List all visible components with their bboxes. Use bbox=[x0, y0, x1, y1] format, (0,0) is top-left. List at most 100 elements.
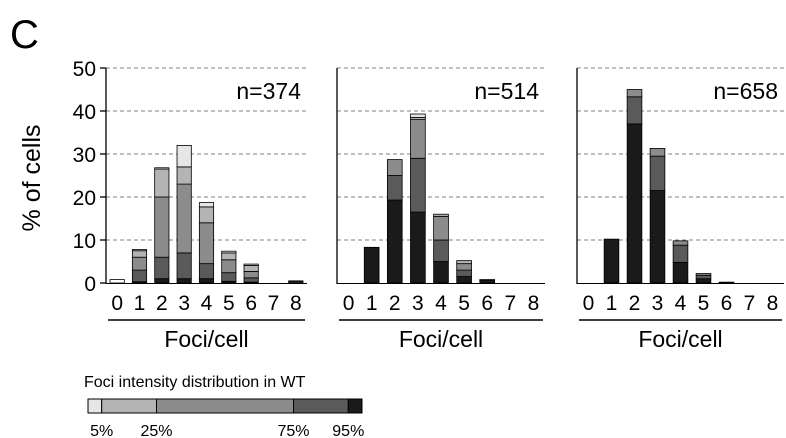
bar-segment-mid-2 bbox=[626, 89, 643, 98]
bar-segment-light-4 bbox=[433, 213, 449, 217]
legend-bar bbox=[87, 398, 363, 414]
bar-segment-black-3 bbox=[176, 278, 192, 284]
bar-segment-light-5 bbox=[456, 260, 472, 265]
x-tick-label-7: 7 bbox=[268, 292, 280, 315]
bar-segment-black-1 bbox=[603, 238, 620, 284]
bar-segment-lightest-1 bbox=[131, 249, 148, 252]
x-axis-label: Foci/cell bbox=[399, 326, 483, 352]
bar-segment-dark-2 bbox=[626, 96, 643, 125]
bar-segment-mid-3 bbox=[649, 148, 666, 157]
x-tick-label-8: 8 bbox=[290, 292, 302, 315]
bar-segment-lightest-4 bbox=[198, 202, 215, 208]
x-tick-label-3: 3 bbox=[412, 292, 424, 315]
bar-segment-black-3 bbox=[649, 190, 666, 284]
bar-segment-light-6 bbox=[243, 264, 259, 272]
legend-label-0: 5% bbox=[90, 423, 113, 438]
bar-segment-dark-4 bbox=[433, 239, 449, 262]
bar-segment-black-4 bbox=[198, 278, 215, 284]
x-tick-label-4: 4 bbox=[675, 292, 687, 315]
bar-segment-dark-2 bbox=[386, 175, 403, 201]
bar-segment-dark-6 bbox=[243, 277, 259, 283]
legend-swatch-light bbox=[101, 398, 157, 414]
x-tick-label-7: 7 bbox=[504, 292, 516, 315]
x-tick-label-6: 6 bbox=[245, 292, 257, 315]
bar-segment-dark-4 bbox=[672, 244, 689, 263]
bar-segment-black-2 bbox=[154, 278, 170, 284]
y-axis-label: % of cells bbox=[18, 125, 46, 232]
x-tick-label-3: 3 bbox=[178, 292, 190, 315]
x-tick-label-7: 7 bbox=[744, 292, 756, 315]
sample-size-annotation: n=514 bbox=[474, 78, 539, 104]
bar-segment-dark-1 bbox=[131, 269, 148, 283]
x-tick-label-4: 4 bbox=[201, 292, 213, 315]
bar-segment-lightest-8 bbox=[288, 280, 304, 283]
legend-label-2: 75% bbox=[277, 423, 309, 438]
bar-segment-dark-5 bbox=[221, 272, 237, 282]
x-tick-label-4: 4 bbox=[435, 292, 447, 315]
y-tick-label-20: 20 bbox=[73, 187, 96, 210]
legend-swatch-lightest bbox=[87, 398, 103, 414]
x-tick-label-1: 1 bbox=[134, 292, 146, 315]
x-axis-label: Foci/cell bbox=[638, 326, 722, 352]
bar-segment-dark-3 bbox=[649, 155, 666, 191]
bar-segment-mid-3 bbox=[410, 119, 426, 159]
bar-segment-lightest-3 bbox=[410, 113, 426, 118]
bar-segment-dark-4 bbox=[198, 263, 215, 280]
x-tick-label-1: 1 bbox=[366, 292, 378, 315]
x-tick-label-6: 6 bbox=[481, 292, 493, 315]
bar-segment-light-2 bbox=[154, 168, 170, 198]
sample-size-annotation: n=658 bbox=[713, 78, 778, 104]
y-tick-label-10: 10 bbox=[73, 230, 96, 253]
bar-segment-lightest-3 bbox=[176, 144, 192, 168]
bar-segment-black-2 bbox=[626, 123, 643, 284]
legend-labels: 5% 25% 75% 95% bbox=[90, 423, 364, 438]
bar-segment-mid-1 bbox=[131, 256, 148, 271]
y-tick-label-40: 40 bbox=[73, 101, 96, 124]
y-tick-label-0: 0 bbox=[84, 273, 96, 296]
bar-segment-black-1 bbox=[363, 246, 380, 284]
x-axis-label: Foci/cell bbox=[164, 326, 248, 352]
bar-segment-mid-5 bbox=[695, 273, 712, 276]
legend: Foci intensity distribution in WT 5% 25% 7… bbox=[84, 374, 364, 438]
bar-segment-light-4 bbox=[198, 206, 215, 224]
bar-segment-black-3 bbox=[410, 211, 426, 284]
bar-segment-dark-3 bbox=[176, 252, 192, 280]
bar-segment-mid-5 bbox=[456, 263, 472, 271]
chart-panel-3: 0 1 2 3 4 5 6 7 8 Foci/cell n=658 bbox=[576, 67, 784, 352]
bar-segment-black-2 bbox=[386, 199, 403, 284]
x-tick-label-3: 3 bbox=[652, 292, 664, 315]
x-tick-label-5: 5 bbox=[458, 292, 470, 315]
y-tick-label-30: 30 bbox=[73, 144, 96, 167]
x-tick-label-8: 8 bbox=[528, 292, 540, 315]
legend-label-1: 25% bbox=[140, 423, 172, 438]
bar-segment-mid-5 bbox=[221, 259, 237, 274]
panel-label: C bbox=[10, 13, 39, 57]
x-tick-label-0: 0 bbox=[111, 292, 123, 315]
x-tick-label-1: 1 bbox=[606, 292, 618, 315]
bar-segment-mid-6 bbox=[243, 270, 259, 279]
bar-segment-dark-5 bbox=[695, 274, 712, 280]
x-tick-label-0: 0 bbox=[583, 292, 595, 315]
bar-segment-dark-2 bbox=[154, 256, 170, 280]
bar-segment-lightest-2 bbox=[154, 167, 170, 170]
bar-segment-mid-6 bbox=[479, 279, 496, 281]
legend-label-3: 95% bbox=[332, 423, 364, 438]
x-tick-label-8: 8 bbox=[767, 292, 779, 315]
bar-segment-white-0 bbox=[109, 279, 125, 284]
bar-segment-mid-3 bbox=[176, 183, 192, 254]
bar-segment-black-6 bbox=[718, 281, 735, 284]
bar-segment-mid-4 bbox=[672, 240, 689, 246]
legend-swatch-dark bbox=[293, 398, 349, 414]
legend-swatch-mid bbox=[156, 398, 294, 414]
bar-segment-light-3 bbox=[176, 166, 192, 185]
y-tick-label-50: 50 bbox=[73, 58, 96, 81]
bar-segment-dark-3 bbox=[410, 157, 426, 213]
bar-segment-black-5 bbox=[695, 278, 712, 284]
bar-segment-mid-2 bbox=[386, 159, 403, 176]
bar-segment-light-1 bbox=[131, 250, 148, 258]
x-tick-label-6: 6 bbox=[721, 292, 733, 315]
bar-segment-black-5 bbox=[456, 276, 472, 284]
